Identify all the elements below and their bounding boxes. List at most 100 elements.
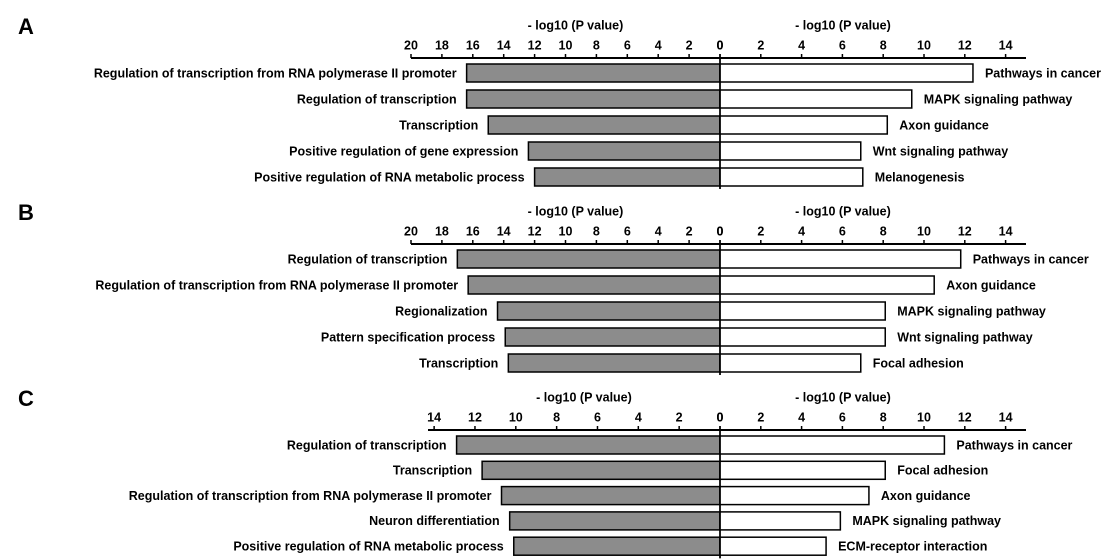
- category-label: Axon guidance: [881, 489, 971, 503]
- x-tick-label: 10: [559, 224, 573, 238]
- category-label: Transcription: [393, 464, 472, 478]
- axis-title: - log10 (P value): [536, 390, 632, 404]
- category-label: Pathways in cancer: [985, 66, 1101, 80]
- x-tick-label: 16: [466, 38, 480, 52]
- bar: [456, 249, 721, 269]
- x-tick-label: 20: [404, 38, 418, 52]
- x-tick-label: 10: [917, 38, 931, 52]
- category-label: Positive regulation of gene expression: [289, 144, 518, 158]
- panel-label: C: [18, 386, 34, 411]
- bar: [513, 536, 721, 556]
- bar: [504, 327, 721, 347]
- x-tick-label: 6: [594, 410, 601, 424]
- x-tick-label: 6: [624, 38, 631, 52]
- bar: [508, 511, 721, 531]
- category-label: Axon guidance: [899, 118, 989, 132]
- x-tick-label: 12: [528, 38, 542, 52]
- x-tick-label: 14: [999, 224, 1013, 238]
- x-tick-label: 0: [717, 410, 724, 424]
- x-tick-label: 8: [880, 224, 887, 238]
- category-label: Positive regulation of RNA metabolic pro…: [254, 170, 524, 184]
- bar: [527, 141, 721, 161]
- category-label: MAPK signaling pathway: [924, 92, 1073, 106]
- x-tick-label: 12: [958, 38, 972, 52]
- bar: [719, 275, 935, 295]
- x-tick-label: 10: [917, 224, 931, 238]
- x-tick-label: 20: [404, 224, 418, 238]
- x-tick-label: 2: [757, 38, 764, 52]
- bar: [719, 249, 962, 269]
- x-tick-label: 6: [624, 224, 631, 238]
- bar: [465, 63, 721, 83]
- x-tick-label: 2: [676, 410, 683, 424]
- x-tick-label: 6: [839, 224, 846, 238]
- x-tick-label: 4: [655, 224, 662, 238]
- category-label: Regulation of transcription from RNA pol…: [94, 66, 457, 80]
- category-label: Focal adhesion: [897, 464, 988, 478]
- x-tick-label: 14: [497, 38, 511, 52]
- x-tick-label: 8: [553, 410, 560, 424]
- x-tick-label: 2: [686, 224, 693, 238]
- x-tick-label: 10: [559, 38, 573, 52]
- x-tick-label: 18: [435, 224, 449, 238]
- x-tick-label: 4: [798, 224, 805, 238]
- axis-title: - log10 (P value): [795, 18, 891, 32]
- bar: [719, 511, 842, 531]
- category-label: MAPK signaling pathway: [852, 514, 1001, 528]
- bar: [500, 485, 721, 506]
- bar: [507, 353, 721, 373]
- category-label: Neuron differentiation: [369, 514, 500, 528]
- category-label: Axon guidance: [946, 278, 1036, 292]
- axis-title: - log10 (P value): [795, 204, 891, 218]
- category-label: Regulation of transcription: [297, 92, 457, 106]
- bar: [719, 353, 862, 373]
- x-tick-label: 14: [427, 410, 441, 424]
- x-tick-label: 10: [917, 410, 931, 424]
- category-label: Regulation of transcription: [287, 438, 447, 452]
- x-tick-label: 8: [593, 38, 600, 52]
- category-label: Positive regulation of RNA metabolic pro…: [233, 539, 503, 553]
- bar: [719, 167, 864, 187]
- x-tick-label: 14: [999, 38, 1013, 52]
- bar: [487, 115, 721, 135]
- axis-title: - log10 (P value): [795, 390, 891, 404]
- x-tick-label: 0: [717, 224, 724, 238]
- x-tick-label: 6: [839, 410, 846, 424]
- x-tick-label: 2: [686, 38, 693, 52]
- x-tick-label: 2: [757, 410, 764, 424]
- x-tick-label: 4: [798, 410, 805, 424]
- category-label: Regulation of transcription from RNA pol…: [129, 489, 492, 503]
- bar: [465, 89, 721, 109]
- x-tick-label: 0: [717, 38, 724, 52]
- category-label: Wnt signaling pathway: [897, 330, 1032, 344]
- bar: [719, 63, 974, 83]
- bar: [719, 460, 886, 481]
- bar: [467, 275, 721, 295]
- x-tick-label: 12: [468, 410, 482, 424]
- bar: [719, 89, 913, 109]
- category-label: Focal adhesion: [873, 356, 964, 370]
- category-label: Pathways in cancer: [956, 438, 1072, 452]
- x-tick-label: 8: [880, 38, 887, 52]
- bar: [719, 536, 827, 556]
- x-tick-label: 4: [798, 38, 805, 52]
- x-tick-label: 14: [999, 410, 1013, 424]
- bar: [719, 435, 946, 455]
- category-label: Regulation of transcription: [288, 252, 448, 266]
- bar: [719, 485, 870, 506]
- x-tick-label: 12: [958, 410, 972, 424]
- category-label: ECM-receptor interaction: [838, 539, 987, 553]
- bar: [533, 167, 721, 187]
- category-label: Transcription: [419, 356, 498, 370]
- x-tick-label: 8: [593, 224, 600, 238]
- category-label: Pathways in cancer: [973, 252, 1089, 266]
- axis-title: - log10 (P value): [528, 18, 624, 32]
- x-tick-label: 12: [528, 224, 542, 238]
- x-tick-label: 16: [466, 224, 480, 238]
- x-tick-label: 18: [435, 38, 449, 52]
- x-tick-label: 4: [635, 410, 642, 424]
- x-tick-label: 2: [757, 224, 764, 238]
- x-tick-label: 10: [509, 410, 523, 424]
- bar: [719, 141, 862, 161]
